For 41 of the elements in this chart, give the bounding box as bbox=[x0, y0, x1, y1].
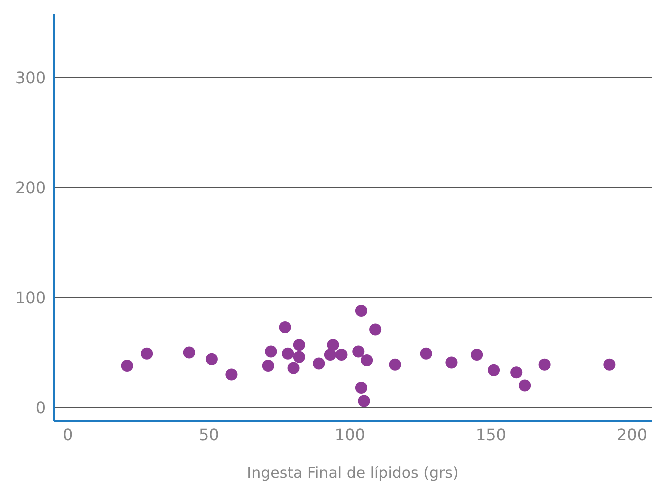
x-tick-label: 0 bbox=[63, 425, 74, 444]
x-tick-label: 50 bbox=[198, 425, 220, 444]
point bbox=[538, 358, 551, 371]
point bbox=[121, 360, 134, 372]
point bbox=[324, 349, 336, 361]
point bbox=[279, 322, 292, 334]
x-tick-label: 100 bbox=[334, 425, 366, 444]
x-axis-title: Ingesta Final de lípidos (grs) bbox=[247, 464, 459, 482]
point bbox=[352, 346, 365, 358]
point bbox=[510, 366, 523, 379]
point bbox=[488, 364, 500, 376]
point bbox=[226, 368, 238, 381]
point bbox=[313, 358, 326, 370]
point bbox=[293, 339, 306, 352]
point bbox=[604, 358, 616, 371]
x-tick-label: 200 bbox=[616, 425, 648, 444]
point bbox=[355, 382, 368, 394]
point bbox=[519, 380, 532, 392]
point bbox=[293, 351, 306, 364]
point bbox=[282, 348, 294, 360]
point bbox=[370, 324, 382, 336]
point bbox=[471, 349, 484, 361]
point bbox=[265, 346, 278, 358]
point bbox=[206, 353, 218, 366]
point bbox=[355, 305, 368, 317]
y-tick-label: 200 bbox=[15, 178, 46, 198]
point bbox=[183, 346, 196, 359]
y-tick-label: 100 bbox=[15, 288, 46, 308]
point bbox=[327, 339, 340, 352]
point bbox=[446, 356, 458, 369]
x-tick-label: 150 bbox=[476, 425, 506, 444]
y-tick-label: 300 bbox=[15, 68, 46, 88]
y-tick-label: 0 bbox=[36, 398, 46, 418]
point bbox=[389, 358, 402, 371]
point bbox=[141, 348, 154, 360]
point bbox=[361, 354, 374, 366]
point bbox=[336, 349, 348, 361]
point bbox=[262, 360, 274, 372]
point bbox=[288, 362, 300, 374]
point bbox=[420, 348, 432, 360]
point bbox=[358, 395, 370, 408]
